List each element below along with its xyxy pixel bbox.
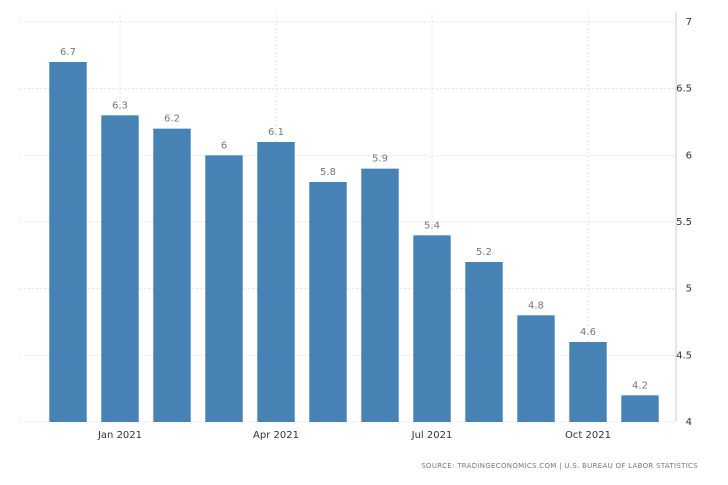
bar <box>153 128 191 422</box>
value-label: 5.8 <box>320 167 336 178</box>
bar <box>621 395 659 422</box>
y-tick-label: 5.5 <box>676 217 692 228</box>
value-label: 6.2 <box>164 114 180 125</box>
y-tick-label: 6.5 <box>676 84 692 95</box>
value-label: 6.7 <box>60 47 76 58</box>
x-tick-label: Apr 2021 <box>253 430 299 441</box>
bar <box>361 168 399 422</box>
value-label: 5.9 <box>372 154 388 165</box>
y-tick-label: 5 <box>686 284 692 295</box>
x-tick-label: Oct 2021 <box>565 430 611 441</box>
x-tick-label: Jul 2021 <box>411 430 453 441</box>
bar <box>257 142 295 422</box>
y-tick-label: 4.5 <box>676 350 692 361</box>
value-label: 6 <box>221 140 227 151</box>
value-label: 4.8 <box>528 300 544 311</box>
value-label: 4.6 <box>580 327 596 338</box>
y-tick-label: 6 <box>686 150 692 161</box>
bar <box>517 315 555 422</box>
source-note: SOURCE: TRADINGECONOMICS.COM | U.S. BURE… <box>421 462 698 470</box>
bar <box>309 182 347 422</box>
bar <box>205 155 243 423</box>
bar <box>465 262 503 422</box>
y-tick-label: 4 <box>686 417 692 428</box>
bar <box>101 115 139 422</box>
bar <box>49 62 87 422</box>
bar <box>413 235 451 422</box>
value-label: 4.2 <box>632 380 648 391</box>
y-tick-label: 7 <box>686 17 692 28</box>
bar <box>569 342 607 422</box>
value-label: 6.3 <box>112 100 128 111</box>
value-label: 5.4 <box>424 220 440 231</box>
value-label: 6.1 <box>268 127 284 138</box>
value-label: 5.2 <box>476 247 492 258</box>
x-tick-label: Jan 2021 <box>97 430 142 441</box>
